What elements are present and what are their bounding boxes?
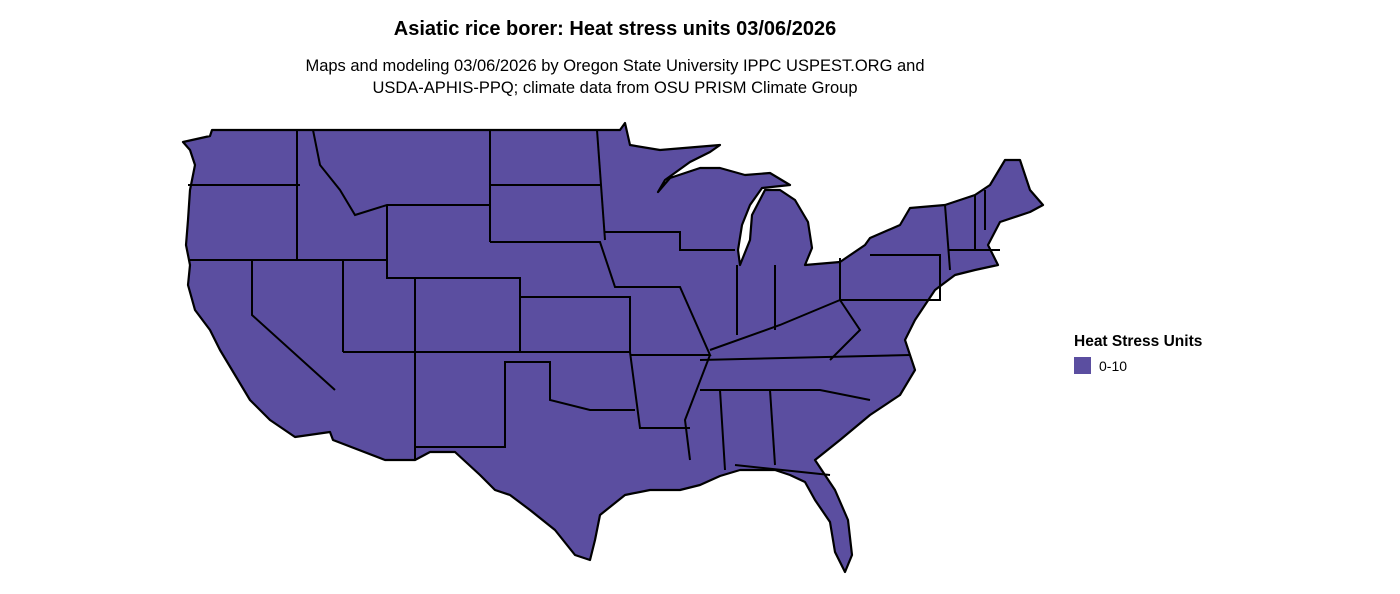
subtitle-line-1: Maps and modeling 03/06/2026 by Oregon S…	[305, 57, 925, 75]
state-borders	[188, 129, 1000, 476]
legend: Heat Stress Units 0-10	[1074, 333, 1202, 374]
subtitle-line-2: USDA-APHIS-PPQ; climate data from OSU PR…	[372, 79, 858, 97]
map-subtitle: Maps and modeling 03/06/2026 by Oregon S…	[0, 55, 1230, 99]
legend-item: 0-10	[1074, 357, 1202, 374]
legend-title: Heat Stress Units	[1074, 333, 1203, 350]
us-outline	[181, 121, 1045, 574]
legend-label: 0-10	[1099, 357, 1128, 374]
legend-swatch	[1074, 357, 1091, 374]
map-title: Asiatic rice borer: Heat stress units 03…	[393, 18, 837, 40]
